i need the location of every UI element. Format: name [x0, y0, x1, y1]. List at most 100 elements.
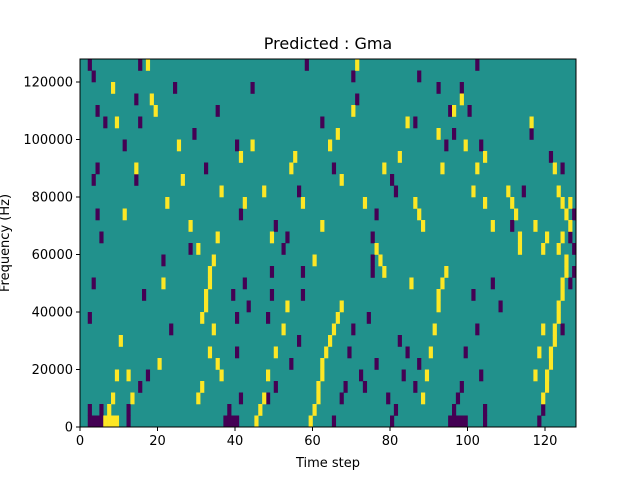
- heatmap-cell-high: [541, 392, 546, 405]
- heatmap-cell-high: [114, 369, 120, 382]
- heatmap-cell-low: [448, 415, 453, 428]
- heatmap-cell-high: [560, 231, 565, 244]
- heatmap-cell-low: [572, 208, 577, 221]
- heatmap-cell-high: [545, 231, 550, 244]
- heatmap-cell-low: [479, 369, 484, 382]
- heatmap-cell-low: [572, 266, 577, 278]
- heatmap-cell-low: [95, 415, 100, 428]
- heatmap-cell-high: [126, 369, 131, 382]
- heatmap-cell-low: [351, 70, 356, 83]
- heatmap-cell-high: [510, 197, 515, 209]
- heatmap-cell-low: [126, 415, 131, 428]
- heatmap-cell-high: [196, 243, 201, 255]
- heatmap-cell-low: [537, 415, 542, 428]
- heatmap-cell-low: [87, 312, 92, 324]
- heatmap-cell-high: [541, 243, 546, 255]
- heatmap-cell-high: [269, 231, 275, 244]
- heatmap-cell-low: [242, 277, 247, 290]
- heatmap-cell-high: [552, 335, 557, 347]
- heatmap-cell-low: [362, 381, 368, 393]
- heatmap-cell-high: [463, 139, 468, 152]
- heatmap-cell-high: [262, 185, 267, 198]
- heatmap-cell-low: [235, 312, 240, 324]
- heatmap-cell-low: [459, 415, 464, 428]
- heatmap-cell-high: [440, 277, 445, 290]
- heatmap-cell-high: [556, 312, 561, 324]
- heatmap-cell-low: [339, 392, 344, 405]
- heatmap-cell-high: [432, 323, 437, 336]
- heatmap-cell-low: [87, 59, 92, 71]
- heatmap-cell-high: [300, 197, 306, 209]
- y-axis: 0 20000 40000 60000 80000 100000 120000: [23, 76, 80, 436]
- heatmap-cell-high: [421, 220, 426, 232]
- heatmap-cell-low: [138, 381, 143, 393]
- heatmap-cell-low: [95, 162, 100, 175]
- heatmap-cell-low: [91, 70, 96, 83]
- heatmap-cell-high: [165, 197, 170, 209]
- heatmap-cell-low: [475, 323, 480, 336]
- heatmap-cell-low: [390, 415, 395, 428]
- x-tick-label: 0: [76, 434, 84, 449]
- heatmap-cell-low: [231, 289, 236, 301]
- x-tick-label: 40: [227, 434, 244, 449]
- heatmap-cell-high: [335, 312, 340, 324]
- heatmap-cell-low: [560, 162, 565, 175]
- heatmap-cell-high: [308, 415, 313, 428]
- heatmap-cell-high: [436, 300, 441, 313]
- heatmap-cell-high: [238, 151, 244, 163]
- heatmap-cell-high: [436, 289, 441, 301]
- heatmap-cell-low: [231, 415, 236, 428]
- x-tick-label: 80: [382, 434, 399, 449]
- heatmap-cell-high: [207, 277, 213, 290]
- heatmap-cell-high: [382, 266, 387, 278]
- heatmap-cell-high: [556, 185, 561, 198]
- heatmap-cell-low: [188, 243, 193, 255]
- x-tick-label: 60: [304, 434, 321, 449]
- heatmap-cell-high: [320, 220, 325, 232]
- heatmap-cell-high: [440, 162, 445, 175]
- x-axis: 0 20 40 60 80 100 120: [76, 427, 558, 449]
- heatmap-cell-high: [552, 323, 557, 336]
- heatmap-cell-low: [452, 128, 457, 140]
- heatmap-cell-high: [568, 220, 573, 232]
- heatmap-cell-high: [215, 358, 220, 370]
- heatmap-cell-high: [564, 208, 569, 221]
- heatmap-cell-high: [215, 231, 220, 244]
- heatmap-cell-high: [529, 116, 534, 129]
- heatmap-cell-low: [568, 231, 573, 244]
- heatmap-cell-low: [281, 243, 286, 255]
- heatmap-cell-low: [479, 139, 484, 152]
- heatmap-cell-high: [204, 300, 209, 313]
- heatmap-cell-high: [483, 197, 488, 209]
- heatmap-cell-low: [386, 392, 391, 405]
- heatmap-cell-low: [568, 277, 573, 290]
- heatmap-cell-high: [471, 185, 476, 198]
- heatmap-cell-high: [211, 254, 216, 267]
- heatmap-cell-high: [324, 346, 329, 359]
- heatmap-cell-high: [517, 243, 523, 255]
- heatmap-cell-low: [223, 415, 228, 428]
- heatmap-cell-low: [138, 116, 143, 129]
- heatmap-cell-low: [370, 231, 375, 244]
- heatmap-cell-low: [215, 105, 220, 117]
- heatmap-cell-high: [382, 162, 387, 175]
- heatmap-cell-low: [548, 151, 554, 163]
- heatmap-cell-low: [510, 220, 515, 232]
- heatmap-cell-high: [200, 312, 205, 324]
- heatmap-cell-high: [273, 346, 278, 359]
- heatmap-cell-high: [254, 415, 259, 428]
- heatmap-cell-high: [176, 139, 182, 152]
- x-tick-label: 120: [533, 434, 558, 449]
- heatmap-cell-high: [564, 266, 569, 278]
- heatmap-cell-low: [343, 381, 348, 393]
- heatmap-cell-low: [273, 220, 278, 232]
- heatmap-cell-low: [401, 369, 406, 382]
- heatmap-cell-high: [545, 381, 550, 393]
- heatmap-cell-high: [285, 300, 290, 313]
- heatmap-cell-high: [552, 162, 557, 175]
- heatmap-cell-low: [300, 289, 306, 301]
- heatmap-cell-high: [111, 415, 116, 428]
- heatmap-cell-high: [149, 93, 154, 106]
- heatmap-cell-high: [568, 197, 573, 209]
- heatmap-cell-low: [393, 404, 399, 416]
